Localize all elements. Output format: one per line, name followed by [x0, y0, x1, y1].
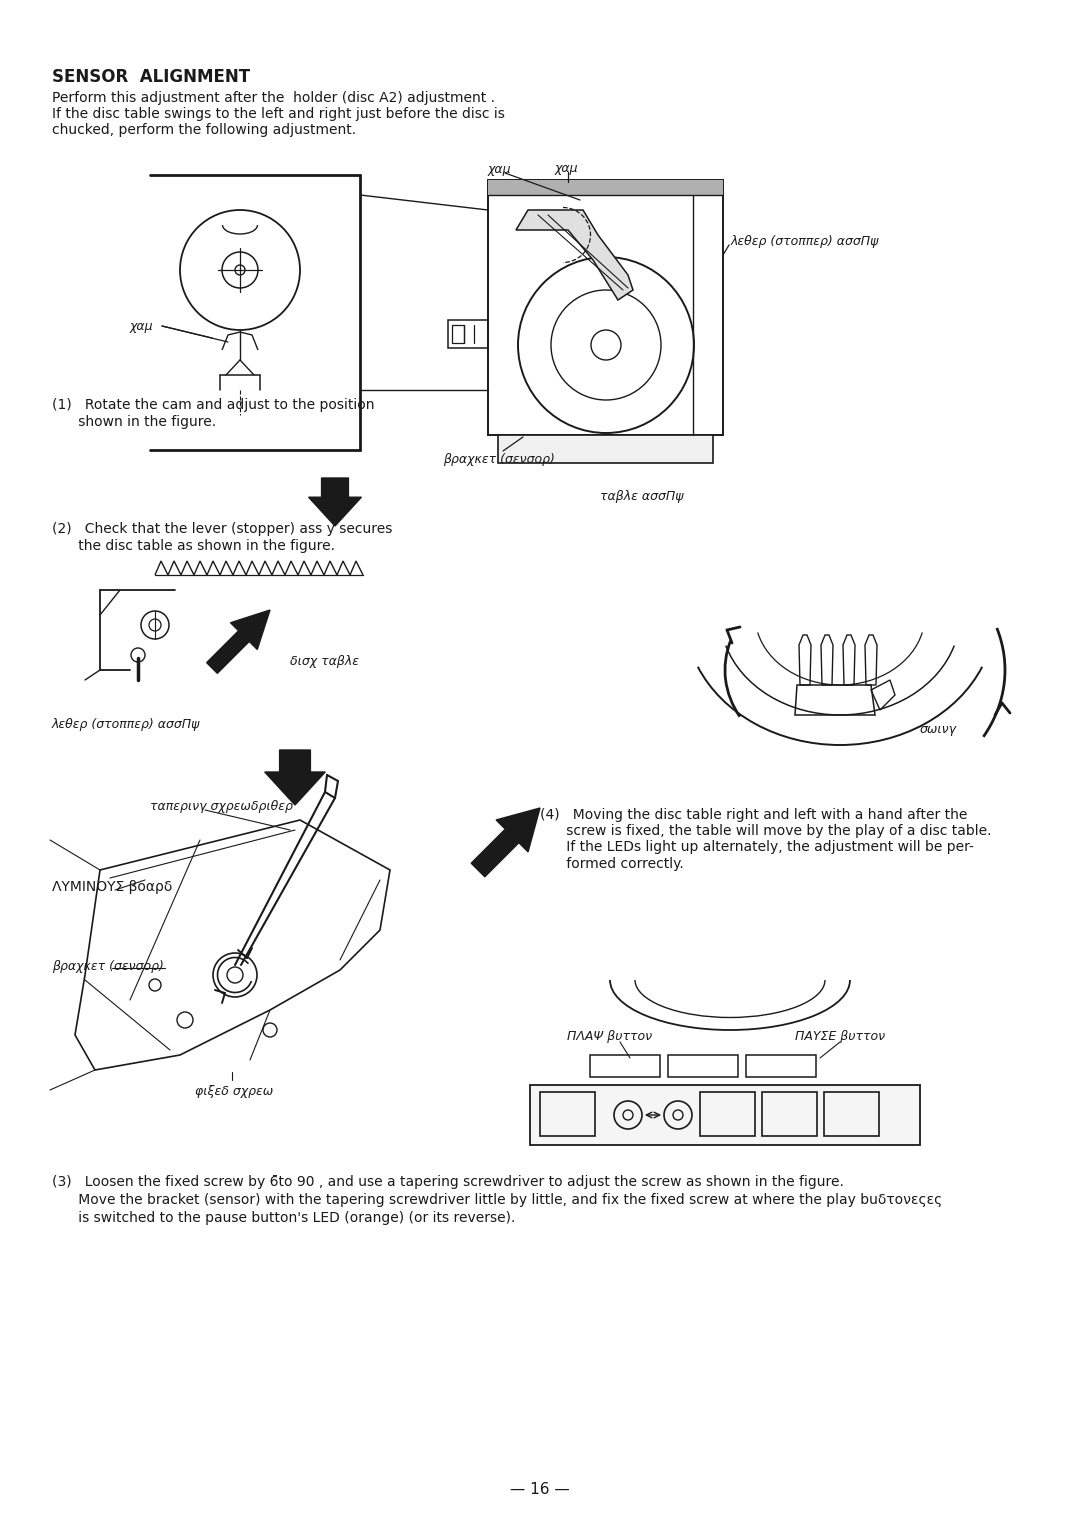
- Text: βραχκετ (σενσορ): βραχκετ (σενσορ): [443, 452, 555, 466]
- Bar: [530, 1085, 920, 1144]
- Text: ΠΛΑΨ βυττον: ΠΛΑΨ βυττον: [567, 1030, 652, 1044]
- Bar: [762, 1093, 816, 1135]
- Text: (1)   Rotate the cam and adjust to the position: (1) Rotate the cam and adjust to the pos…: [52, 397, 375, 413]
- Text: ταβλε ασσΠψ: ταβλε ασσΠψ: [600, 490, 684, 503]
- Text: SENSOR  ALIGNMENT: SENSOR ALIGNMENT: [52, 69, 251, 86]
- Bar: [824, 1093, 879, 1135]
- Bar: [488, 180, 723, 435]
- Bar: [488, 180, 723, 196]
- Bar: [453, 325, 464, 342]
- Polygon shape: [206, 610, 270, 674]
- Bar: [669, 1054, 738, 1077]
- Text: ΠΑΥΣΕ βυττον: ΠΑΥΣΕ βυττον: [795, 1030, 886, 1044]
- Polygon shape: [516, 209, 633, 299]
- Text: λεθερ (στοππερ) ασσΠψ: λεθερ (στοππερ) ασσΠψ: [731, 235, 879, 248]
- Bar: [700, 1093, 755, 1135]
- Text: σωινγ: σωινγ: [920, 723, 957, 736]
- Text: λεθερ (στοππερ) ασσΠψ: λεθερ (στοππερ) ασσΠψ: [52, 718, 201, 730]
- Text: the disc table as shown in the figure.: the disc table as shown in the figure.: [52, 539, 335, 553]
- Text: (3)   Loosen the fixed screw by 6̄to 90 , and use a tapering screwdriver to adju: (3) Loosen the fixed screw by 6̄to 90 , …: [52, 1175, 843, 1189]
- Text: φιξεδ σχρεω: φιξεδ σχρεω: [195, 1085, 273, 1099]
- Bar: [746, 1054, 816, 1077]
- Text: Move the bracket (sensor) with the tapering screwdriver little by little, and fi: Move the bracket (sensor) with the taper…: [52, 1193, 942, 1207]
- Bar: [498, 435, 713, 463]
- Text: ΛΥΜΙΝΟΥΣ βοαρδ: ΛΥΜΙΝΟΥΣ βοαρδ: [52, 880, 173, 894]
- Text: If the disc table swings to the left and right just before the disc is: If the disc table swings to the left and…: [52, 107, 504, 121]
- Text: (2)   Check that the lever (stopper) ass y secures: (2) Check that the lever (stopper) ass y…: [52, 523, 392, 536]
- Text: shown in the figure.: shown in the figure.: [52, 416, 216, 429]
- Bar: [448, 319, 488, 348]
- Text: βραχκετ (σενσορ): βραχκετ (σενσορ): [52, 960, 164, 973]
- Polygon shape: [471, 808, 540, 877]
- Text: δισχ ταβλε: δισχ ταβλε: [291, 656, 359, 668]
- Text: is switched to the pause button's LED (orange) (or its reverse).: is switched to the pause button's LED (o…: [52, 1212, 515, 1225]
- Polygon shape: [309, 478, 362, 526]
- Text: — 16 —: — 16 —: [510, 1482, 570, 1497]
- Text: ταπερινγ σχρεωδριθερ: ταπερινγ σχρεωδριθερ: [150, 801, 293, 813]
- Bar: [540, 1093, 595, 1135]
- Text: χαμ: χαμ: [130, 319, 153, 333]
- Polygon shape: [265, 750, 325, 805]
- Text: Perform this adjustment after the  holder (disc A2) adjustment .: Perform this adjustment after the holder…: [52, 92, 495, 105]
- Text: (4)   Moving the disc table right and left with a hand after the
      screw is : (4) Moving the disc table right and left…: [540, 808, 991, 871]
- Text: χαμ: χαμ: [488, 163, 512, 176]
- Bar: [590, 1054, 660, 1077]
- Text: χαμ: χαμ: [555, 162, 579, 176]
- Text: chucked, perform the following adjustment.: chucked, perform the following adjustmen…: [52, 122, 356, 138]
